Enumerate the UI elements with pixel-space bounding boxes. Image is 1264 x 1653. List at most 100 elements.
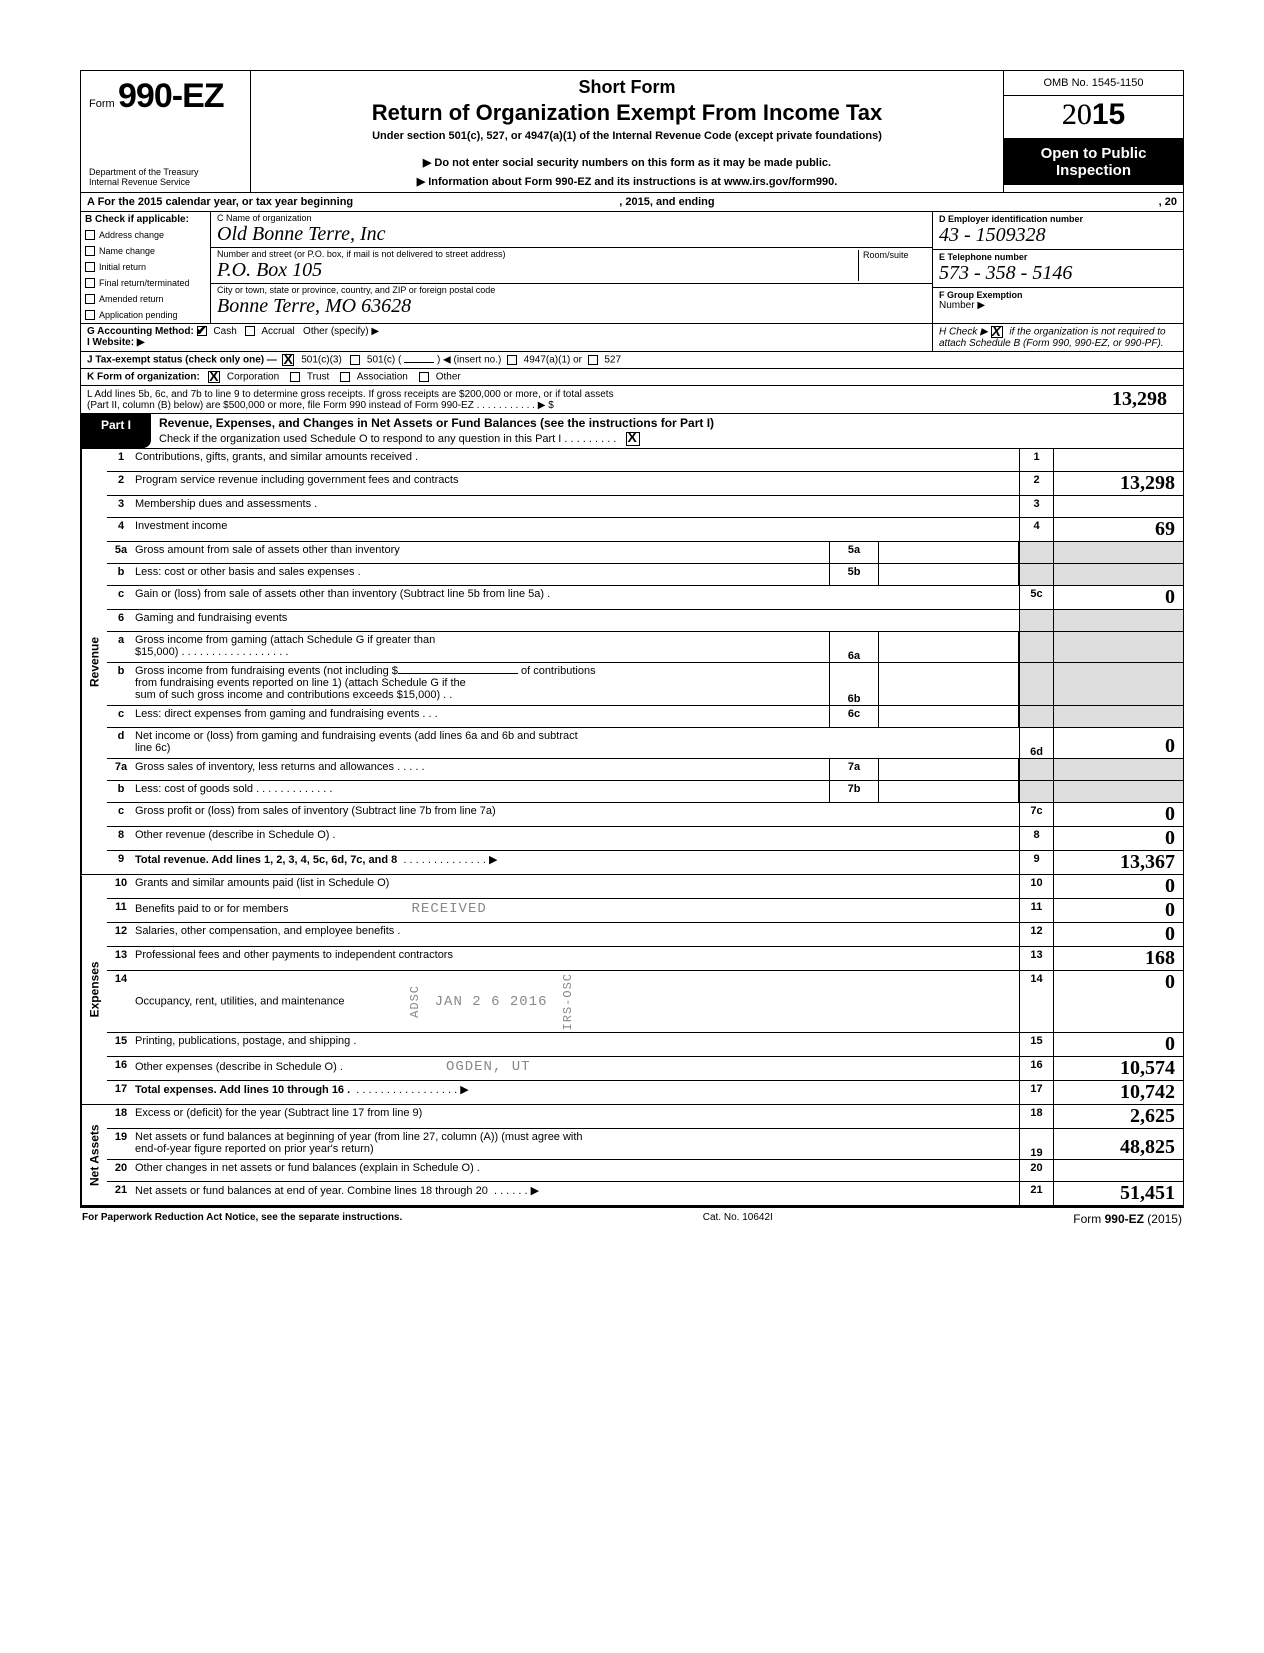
c-city-label: City or town, state or province, country… (217, 285, 926, 295)
b-final-return[interactable]: Final return/terminated (85, 275, 208, 291)
j-501c3-check[interactable]: X (282, 354, 294, 366)
line-6d: d Net income or (loss) from gaming and f… (107, 727, 1183, 758)
line-1: 1 Contributions, gifts, grants, and simi… (107, 449, 1183, 471)
row-a-mid: , 2015, and ending (619, 196, 714, 208)
row-l: L Add lines 5b, 6c, and 7b to line 9 to … (81, 386, 1183, 414)
line-9: 9 Total revenue. Add lines 1, 2, 3, 4, 5… (107, 850, 1183, 874)
row-a: A For the 2015 calendar year, or tax yea… (81, 193, 1183, 212)
netassets-block: Net Assets 18 Excess or (deficit) for th… (81, 1105, 1183, 1207)
stamp-irsosc: IRS-OSC (561, 973, 575, 1030)
line-19: 19 Net assets or fund balances at beginn… (107, 1128, 1183, 1159)
line-2: 2 Program service revenue including gove… (107, 471, 1183, 495)
line-4: 4 Investment income 4 69 (107, 517, 1183, 541)
c-city-row: City or town, state or province, country… (211, 284, 932, 319)
amt-9: 13,367 (1120, 851, 1175, 873)
b-initial-return[interactable]: Initial return (85, 259, 208, 275)
d-label: D Employer identification number (939, 214, 1177, 224)
g-accrual-check[interactable] (245, 326, 255, 336)
row-l-text: L Add lines 5b, 6c, and 7b to line 9 to … (87, 389, 1037, 411)
c-name-row: C Name of organization Old Bonne Terre, … (211, 212, 932, 248)
c-street-value: P.O. Box 105 (217, 259, 322, 282)
k-assoc-check[interactable] (340, 372, 350, 382)
amt-8: 0 (1165, 827, 1175, 849)
j-501c3: 501(c)(3) (301, 355, 342, 366)
header-center: Short Form Return of Organization Exempt… (251, 71, 1003, 192)
footer-left: For Paperwork Reduction Act Notice, see … (82, 1212, 402, 1223)
d-ein-row: D Employer identification number 43 - 15… (933, 212, 1183, 250)
expenses-label: Expenses (81, 875, 107, 1104)
line-5c: c Gain or (loss) from sale of assets oth… (107, 585, 1183, 609)
h-label: H Check ▶ (939, 327, 988, 338)
c-street-label: Number and street (or P.O. box, if mail … (217, 249, 926, 259)
col-def: D Employer identification number 43 - 15… (933, 212, 1183, 323)
stamp-received: RECEIVED (412, 901, 487, 917)
netassets-label: Net Assets (81, 1105, 107, 1205)
line-14: 14 Occupancy, rent, utilities, and maint… (107, 970, 1183, 1032)
l-text2: (Part II, column (B) below) are $500,000… (87, 400, 1037, 411)
b-amended-return[interactable]: Amended return (85, 291, 208, 307)
expenses-block: Expenses 10 Grants and similar amounts p… (81, 875, 1183, 1105)
stamp-date: JAN 2 6 2016 (435, 994, 548, 1010)
line-11: 11 Benefits paid to or for members RECEI… (107, 898, 1183, 922)
b-application-pending[interactable]: Application pending (85, 307, 208, 323)
line-8: 8 Other revenue (describe in Schedule O)… (107, 826, 1183, 850)
form-subtitle: Under section 501(c), 527, or 4947(a)(1)… (259, 130, 995, 142)
k-trust-check[interactable] (290, 372, 300, 382)
b-address-change[interactable]: Address change (85, 227, 208, 243)
f-label2: Number ▶ (939, 300, 1177, 311)
j-4947-check[interactable] (507, 355, 517, 365)
line-15: 15 Printing, publications, postage, and … (107, 1032, 1183, 1056)
b-head: B Check if applicable: (85, 214, 208, 225)
line-12: 12 Salaries, other compensation, and emp… (107, 922, 1183, 946)
j-501c-2: ) ◀ (insert no.) (437, 355, 501, 366)
e-value: 573 - 358 - 5146 (939, 262, 1072, 285)
g-line: G Accounting Method: ✔ Cash Accrual Othe… (87, 326, 926, 337)
g-cash-check[interactable]: ✔ (197, 326, 207, 336)
year-prefix: 20 (1062, 98, 1092, 131)
c-city-value: Bonne Terre, MO 63628 (217, 295, 411, 318)
amt-10: 0 (1165, 875, 1175, 897)
line-7c: c Gross profit or (loss) from sales of i… (107, 802, 1183, 826)
block-bf: B Check if applicable: Address change Na… (81, 212, 1183, 324)
k-corp-check[interactable]: X (208, 371, 220, 383)
k-label: K Form of organization: (87, 372, 200, 383)
year-bold: 15 (1092, 98, 1125, 131)
b-name-change[interactable]: Name change (85, 243, 208, 259)
note-ssn: ▶ Do not enter social security numbers o… (259, 156, 995, 169)
f-label: F Group Exemption (939, 290, 1177, 300)
amt-6d: 0 (1165, 735, 1175, 758)
row-j: J Tax-exempt status (check only one) — X… (81, 352, 1183, 369)
dept-block: Department of the Treasury Internal Reve… (89, 168, 242, 188)
j-label: J Tax-exempt status (check only one) — (87, 355, 277, 366)
h-block: H Check ▶ X if the organization is not r… (933, 324, 1183, 351)
footer-cat: Cat. No. 10642I (703, 1212, 773, 1226)
open-line1: Open to Public (1006, 145, 1181, 162)
netassets-lines: 18 Excess or (deficit) for the year (Sub… (107, 1105, 1183, 1205)
short-form: Short Form (259, 77, 995, 98)
l-amount: 13,298 (1037, 388, 1177, 411)
part1-scho-check[interactable]: X (626, 432, 640, 446)
i-line: I Website: ▶ (87, 337, 926, 348)
amt-5c: 0 (1165, 586, 1175, 608)
j-527-check[interactable] (588, 355, 598, 365)
line-18: 18 Excess or (deficit) for the year (Sub… (107, 1105, 1183, 1128)
open-to-public: Open to Public Inspection (1004, 139, 1183, 185)
amt-19: 48,825 (1120, 1136, 1175, 1159)
amt-7c: 0 (1165, 803, 1175, 825)
part1-title: Revenue, Expenses, and Changes in Net As… (151, 414, 1183, 448)
footer: For Paperwork Reduction Act Notice, see … (80, 1208, 1184, 1226)
row-a-left: A For the 2015 calendar year, or tax yea… (87, 196, 353, 208)
j-501c-check[interactable] (350, 355, 360, 365)
k-other-check[interactable] (419, 372, 429, 382)
stamp-adsc: ADSC (408, 985, 422, 1018)
amt-2: 13,298 (1120, 472, 1175, 494)
j-4947: 4947(a)(1) or (524, 355, 582, 366)
amt-12: 0 (1165, 923, 1175, 945)
row-a-right: , 20 (1159, 196, 1177, 208)
line-5a: 5a Gross amount from sale of assets othe… (107, 541, 1183, 563)
h-check[interactable]: X (991, 326, 1003, 338)
room-suite: Room/suite (858, 250, 928, 281)
k-corp: Corporation (227, 372, 279, 383)
g-cash: Cash (213, 326, 236, 337)
part1-header: Part I Revenue, Expenses, and Changes in… (81, 414, 1183, 449)
